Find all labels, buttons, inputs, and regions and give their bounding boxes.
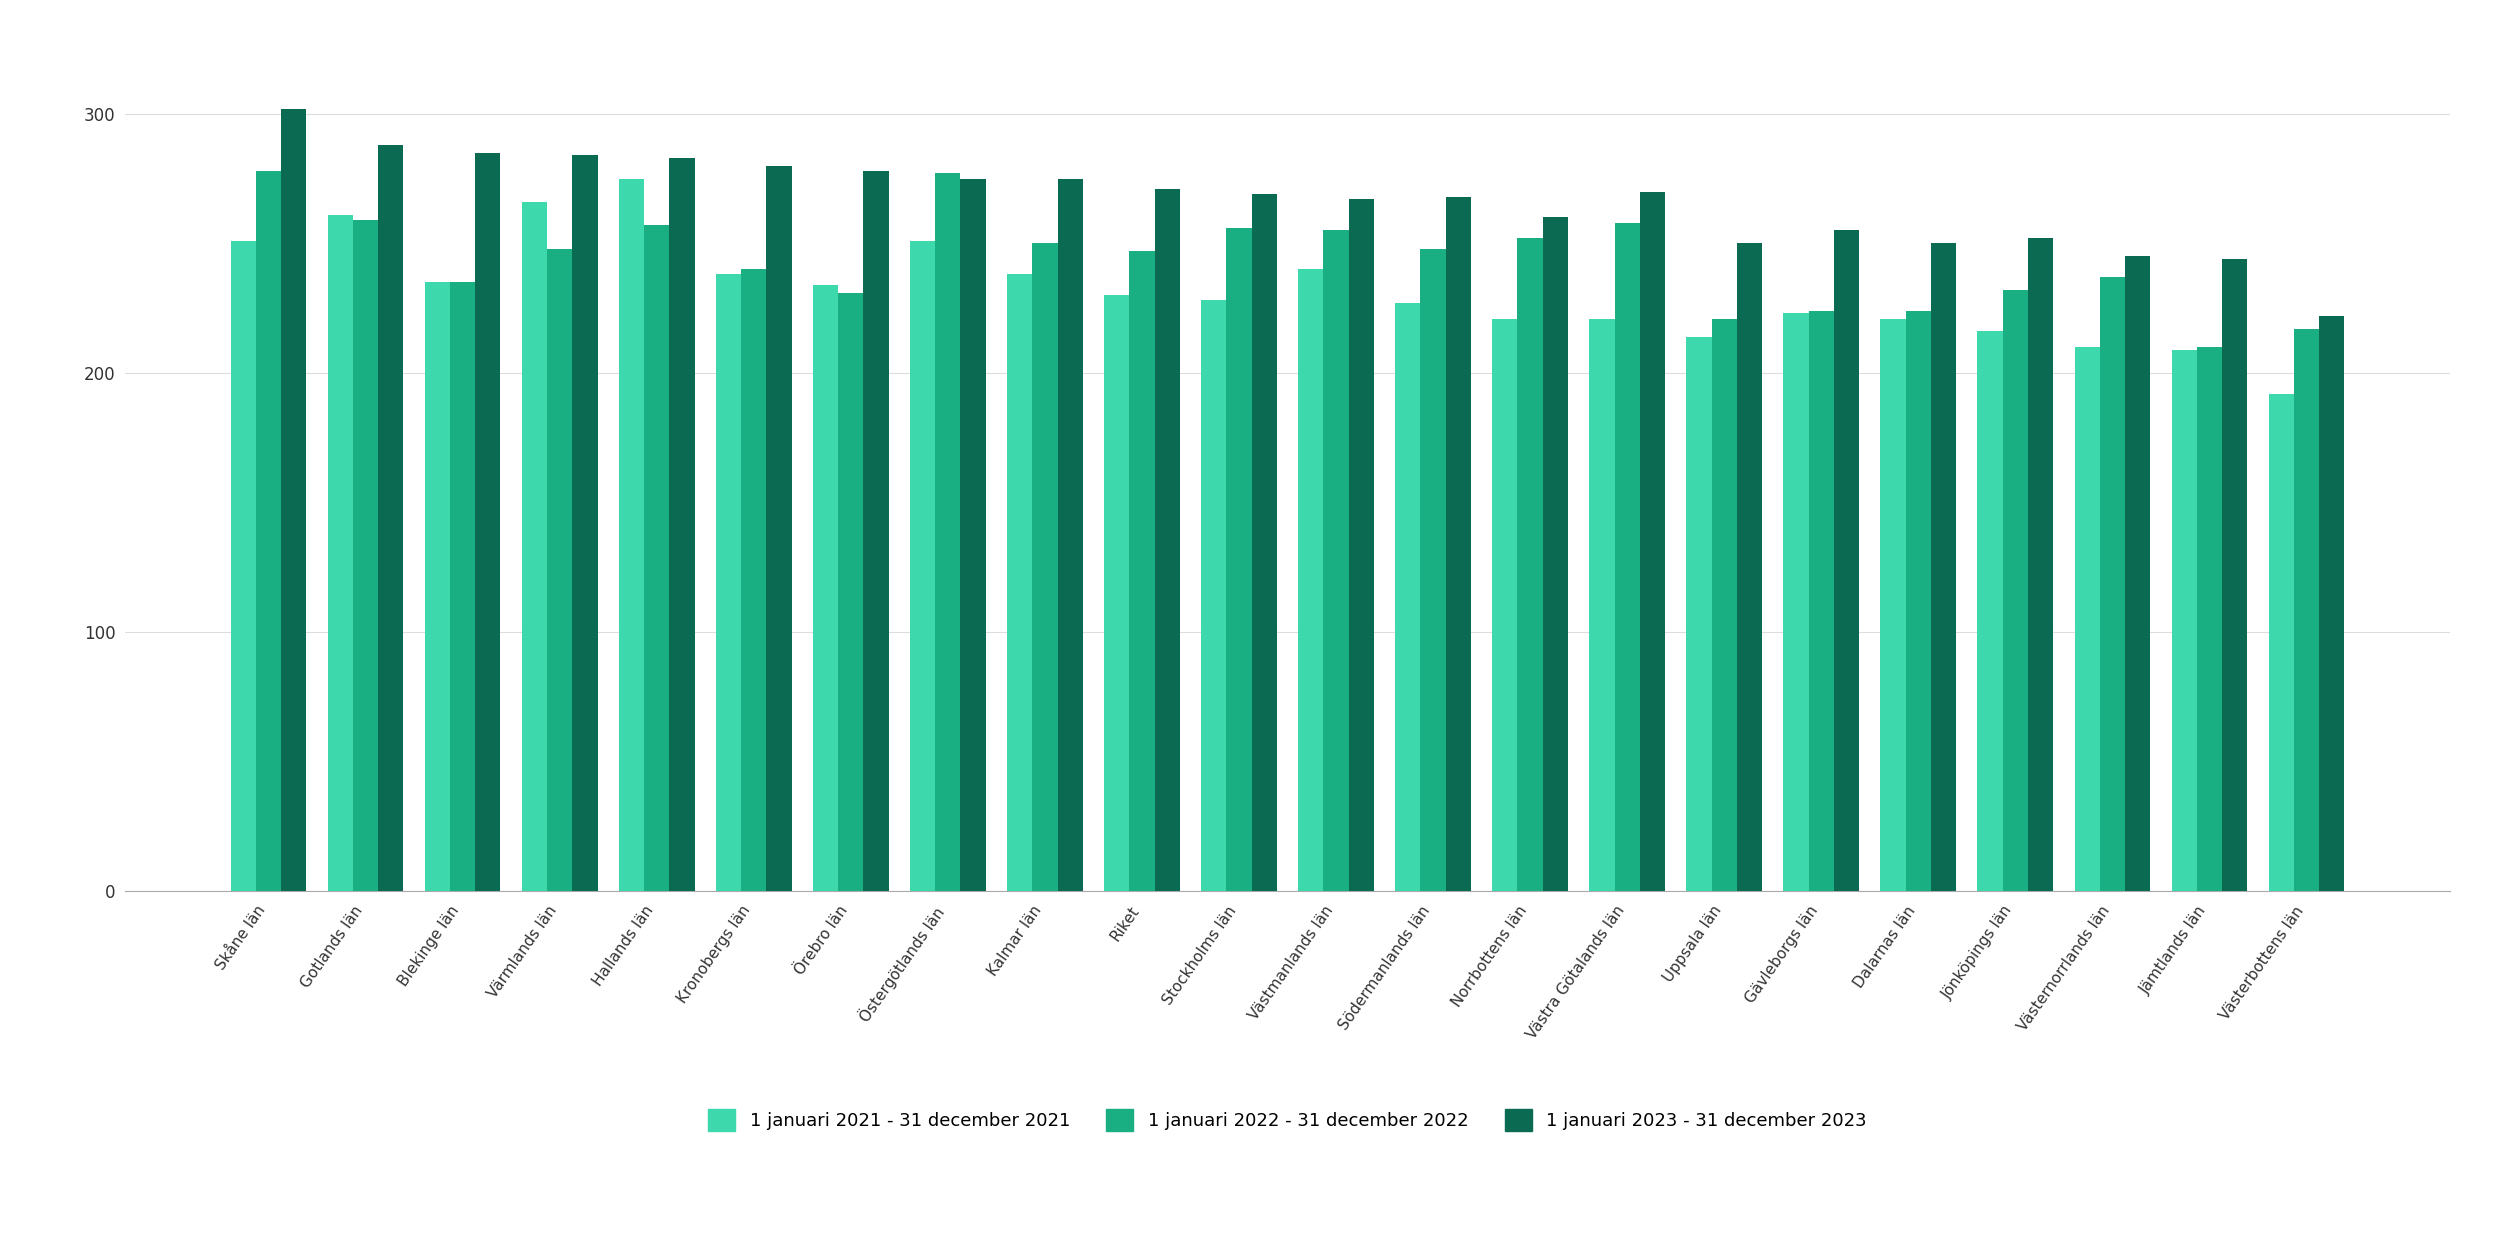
Bar bbox=[1228, 228, 1252, 891]
Bar bbox=[838, 292, 862, 891]
Bar bbox=[230, 240, 255, 891]
Bar bbox=[2125, 256, 2150, 891]
Bar bbox=[1905, 311, 1930, 891]
Bar bbox=[1130, 251, 1155, 891]
Bar bbox=[1395, 303, 1420, 891]
Bar bbox=[768, 166, 792, 891]
Legend: 1 januari 2021 - 31 december 2021, 1 januari 2022 - 31 december 2022, 1 januari : 1 januari 2021 - 31 december 2021, 1 jan… bbox=[707, 1109, 1868, 1132]
Bar bbox=[1688, 337, 1712, 891]
Bar bbox=[1420, 249, 1445, 891]
Bar bbox=[1008, 275, 1032, 891]
Bar bbox=[620, 178, 645, 891]
Bar bbox=[1445, 197, 1470, 891]
Bar bbox=[1348, 199, 1375, 891]
Bar bbox=[1590, 318, 1615, 891]
Bar bbox=[1640, 192, 1665, 891]
Bar bbox=[1252, 194, 1278, 891]
Bar bbox=[2002, 290, 2028, 891]
Bar bbox=[1200, 301, 1228, 891]
Bar bbox=[280, 109, 308, 891]
Bar bbox=[1808, 311, 1835, 891]
Bar bbox=[1492, 318, 1518, 891]
Bar bbox=[522, 202, 548, 891]
Bar bbox=[740, 270, 768, 891]
Bar bbox=[2320, 316, 2345, 891]
Bar bbox=[1105, 295, 1130, 891]
Bar bbox=[425, 282, 450, 891]
Bar bbox=[2268, 394, 2295, 891]
Bar bbox=[475, 152, 500, 891]
Bar bbox=[645, 225, 670, 891]
Bar bbox=[1782, 313, 1808, 891]
Bar bbox=[1032, 244, 1058, 891]
Bar bbox=[1930, 244, 1955, 891]
Bar bbox=[255, 171, 280, 891]
Bar bbox=[352, 220, 377, 891]
Bar bbox=[2198, 347, 2222, 891]
Bar bbox=[2295, 329, 2320, 891]
Bar bbox=[2222, 259, 2248, 891]
Bar bbox=[1835, 230, 1860, 891]
Bar bbox=[2075, 347, 2100, 891]
Bar bbox=[1155, 189, 1180, 891]
Bar bbox=[572, 155, 598, 891]
Bar bbox=[1542, 218, 1568, 891]
Bar bbox=[2100, 277, 2125, 891]
Bar bbox=[1615, 223, 1640, 891]
Bar bbox=[1978, 332, 2002, 891]
Bar bbox=[862, 171, 887, 891]
Bar bbox=[715, 275, 740, 891]
Bar bbox=[935, 173, 960, 891]
Bar bbox=[450, 282, 475, 891]
Bar bbox=[1713, 318, 1738, 891]
Bar bbox=[812, 285, 838, 891]
Bar bbox=[548, 249, 572, 891]
Bar bbox=[670, 157, 695, 891]
Bar bbox=[1518, 238, 1542, 891]
Bar bbox=[960, 178, 985, 891]
Bar bbox=[328, 215, 352, 891]
Bar bbox=[910, 240, 935, 891]
Bar bbox=[1298, 270, 1322, 891]
Bar bbox=[378, 145, 402, 891]
Bar bbox=[1880, 318, 1905, 891]
Bar bbox=[1322, 230, 1348, 891]
Bar bbox=[2028, 238, 2052, 891]
Bar bbox=[1058, 178, 1082, 891]
Bar bbox=[2172, 349, 2198, 891]
Bar bbox=[1737, 244, 1762, 891]
